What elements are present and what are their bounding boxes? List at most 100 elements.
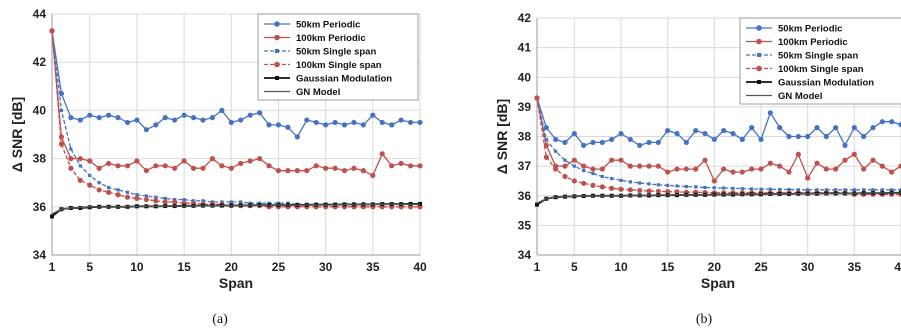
series-point-2: [554, 149, 558, 153]
series-point-1: [341, 168, 348, 174]
series-point-1: [693, 166, 699, 172]
series-point-1: [674, 166, 680, 172]
legend-marker-0: [274, 21, 280, 27]
series-point-1: [285, 168, 291, 174]
series-point-3: [599, 184, 605, 190]
series-point-2: [125, 190, 130, 194]
legend-label-3: 100km Single span: [296, 60, 382, 71]
series-point-2: [824, 188, 828, 192]
series-point-0: [665, 127, 671, 134]
x-tick-label: 15: [177, 260, 191, 274]
series-point-0: [162, 115, 168, 121]
series-point-1: [599, 166, 605, 172]
series-point-0: [313, 119, 319, 126]
legend-label-2: 50km Single span: [296, 47, 376, 58]
series-point-0: [805, 133, 811, 140]
legend-marker-3: [274, 61, 280, 68]
series-point-2: [862, 188, 866, 192]
legend-marker-0: [756, 25, 762, 31]
legend-marker-2: [757, 53, 761, 57]
series-point-3: [87, 182, 93, 188]
series-point-2: [899, 188, 901, 192]
series-point-0: [758, 136, 764, 143]
series-point-2: [787, 187, 791, 192]
chart-panel-a: 34 36 38 40 42 44 1 5 10 15 20 25 30 35 40 Span Δ SNR [d…: [0, 0, 450, 329]
series-point-0: [294, 134, 300, 140]
series-point-0: [851, 125, 857, 131]
series-point-0: [861, 133, 867, 140]
x-tick-label: 20: [225, 260, 239, 274]
series-point-3: [543, 154, 549, 160]
x-tick-label: 40: [413, 260, 427, 274]
series-point-1: [143, 168, 149, 174]
series-point-2: [768, 187, 772, 191]
y-tick-label: 40: [33, 103, 47, 117]
series-line-1: [51, 30, 420, 177]
series-point-2: [647, 182, 651, 186]
series-point-3: [618, 186, 624, 192]
series-point-1: [683, 166, 689, 172]
series-point-3: [143, 196, 149, 203]
series-point-1: [758, 166, 764, 172]
series-point-2: [144, 194, 148, 198]
x-axis-label: Span: [219, 275, 253, 291]
series-point-3: [571, 178, 577, 184]
y-tick-label: 34: [518, 248, 532, 262]
x-tick-label: 1: [49, 260, 56, 274]
series-group: [534, 95, 901, 207]
series-point-2: [163, 196, 167, 200]
series-point-1: [833, 166, 839, 172]
x-tick-label: 25: [272, 260, 286, 274]
series-point-0: [655, 139, 661, 146]
y-tick-label: 37: [518, 159, 532, 173]
series-point-0: [58, 90, 65, 97]
series-point-0: [898, 122, 901, 128]
series-point-1: [162, 163, 168, 169]
series-point-2: [834, 188, 838, 192]
series-point-0: [823, 133, 829, 140]
legend-label-2: 50km Single span: [778, 51, 858, 62]
series-point-1: [389, 163, 395, 169]
series-point-0: [209, 115, 216, 121]
series-point-0: [87, 112, 93, 118]
series-point-1: [332, 165, 338, 171]
series-point-0: [106, 112, 112, 118]
series-point-2: [722, 186, 726, 190]
series-point-1: [609, 157, 615, 163]
series-point-0: [351, 119, 357, 126]
series-point-1: [115, 163, 121, 169]
series-point-1: [304, 168, 310, 174]
y-tick-label: 36: [33, 200, 47, 214]
series-point-2: [871, 188, 875, 192]
series-point-1: [805, 175, 811, 181]
series-point-1: [77, 156, 83, 162]
x-tick-label: 10: [614, 260, 628, 274]
series-point-1: [106, 160, 112, 167]
series-point-1: [571, 157, 577, 163]
series-point-2: [684, 184, 688, 189]
panel-caption: (b): [696, 312, 713, 327]
series-point-0: [190, 115, 197, 121]
series-point-0: [323, 122, 329, 128]
panel-caption: (a): [212, 312, 228, 327]
series-point-1: [68, 156, 74, 162]
series-point-0: [553, 136, 559, 143]
series-point-0: [786, 133, 792, 140]
series-point-2: [656, 183, 660, 187]
series-point-0: [172, 117, 178, 123]
y-tick-label: 36: [518, 189, 532, 203]
series-point-1: [786, 169, 792, 175]
series-point-0: [285, 124, 291, 130]
series-point-0: [389, 122, 395, 128]
series-point-3: [115, 192, 121, 198]
series-point-1: [842, 157, 848, 163]
series-point-3: [655, 188, 661, 194]
series-point-0: [674, 130, 680, 137]
legend-label-0: 50km Periodic: [778, 24, 842, 35]
series-line-5: [536, 192, 901, 204]
series-point-0: [266, 122, 272, 128]
series-point-2: [880, 188, 884, 192]
series-point-0: [795, 133, 801, 140]
chart-b-svg: 3435363738394041421510152025303540SpanΔ …: [494, 11, 901, 327]
y-tick-label: 34: [33, 248, 47, 262]
